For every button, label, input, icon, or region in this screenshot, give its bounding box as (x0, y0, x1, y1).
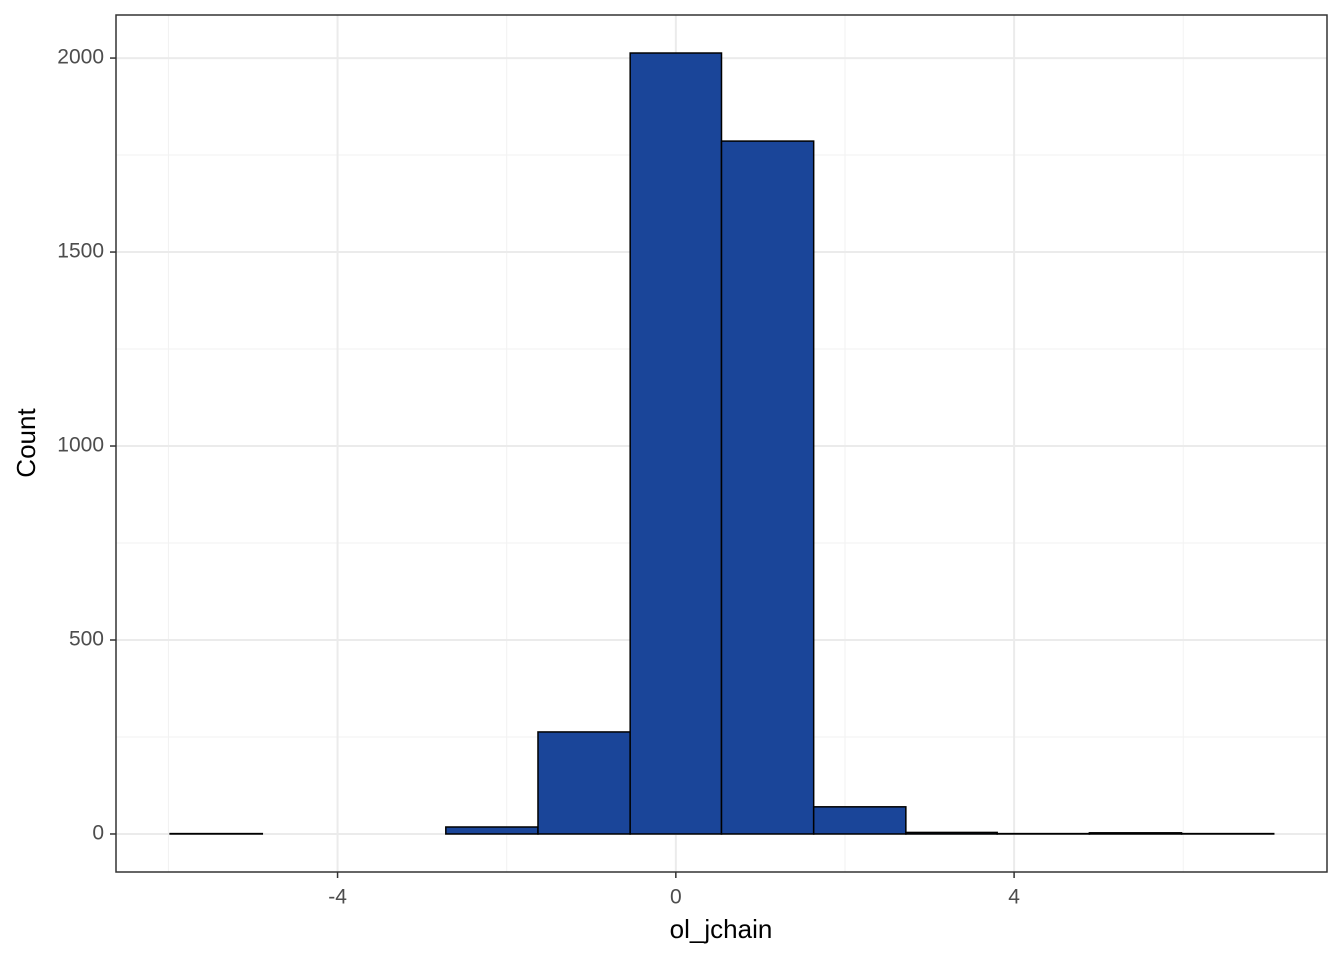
y-tick-label: 1500 (57, 240, 104, 263)
bar (537, 731, 631, 835)
y-tick-label: 2000 (57, 46, 104, 69)
panel-border (115, 14, 1328, 873)
bar (629, 52, 723, 835)
bar (445, 826, 539, 835)
x-tick-label: -4 (328, 886, 347, 909)
bar (812, 806, 907, 835)
x-axis-title: ol_jchain (670, 914, 773, 944)
y-tick-label: 500 (69, 628, 104, 651)
y-tick-label: 0 (92, 822, 104, 845)
bar (905, 831, 998, 835)
y-tick-label: 1000 (57, 434, 104, 457)
x-tick-label: 4 (1008, 886, 1020, 909)
y-axis-title: Count (11, 408, 41, 478)
x-tick-label: 0 (670, 886, 682, 909)
bar (720, 140, 815, 835)
bar (1088, 832, 1183, 835)
